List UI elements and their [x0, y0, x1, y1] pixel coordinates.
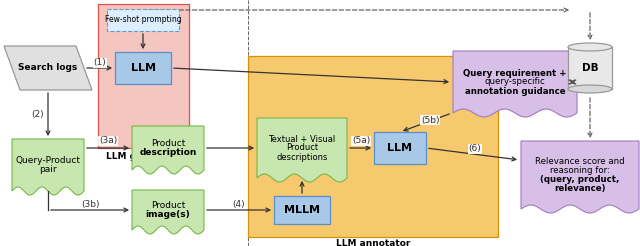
Polygon shape [132, 190, 204, 234]
Text: description: description [140, 148, 196, 157]
Polygon shape [12, 139, 84, 195]
FancyBboxPatch shape [98, 4, 189, 148]
Text: LLM: LLM [387, 143, 413, 153]
Text: Relevance score and: Relevance score and [535, 157, 625, 166]
Text: query-specific: query-specific [484, 77, 545, 87]
Text: Search logs: Search logs [19, 63, 77, 73]
Text: (3a): (3a) [99, 137, 117, 145]
Text: (query, product,: (query, product, [540, 175, 620, 184]
Text: pair: pair [39, 165, 57, 174]
FancyBboxPatch shape [374, 132, 426, 164]
FancyBboxPatch shape [248, 56, 498, 237]
Polygon shape [453, 51, 577, 117]
Text: MLLM: MLLM [284, 205, 320, 215]
Text: DB: DB [582, 63, 598, 73]
Text: (3b): (3b) [81, 200, 99, 209]
FancyBboxPatch shape [568, 47, 612, 89]
Text: Query requirement +: Query requirement + [463, 68, 566, 77]
Text: Product: Product [151, 139, 185, 148]
Text: Query-Product: Query-Product [15, 156, 81, 165]
FancyBboxPatch shape [107, 9, 179, 31]
Text: (5a): (5a) [352, 137, 370, 145]
Ellipse shape [568, 85, 612, 93]
FancyBboxPatch shape [115, 52, 171, 84]
Polygon shape [4, 46, 92, 90]
Text: Few-shot prompting: Few-shot prompting [105, 15, 181, 25]
Polygon shape [521, 141, 639, 213]
Text: Product: Product [286, 143, 318, 153]
FancyBboxPatch shape [274, 196, 330, 224]
Text: (5b): (5b) [420, 116, 439, 124]
Text: Textual + Visual: Textual + Visual [268, 135, 335, 143]
Text: Product: Product [151, 201, 185, 210]
Polygon shape [132, 126, 204, 174]
Text: (1): (1) [93, 59, 106, 67]
Text: LLM: LLM [131, 63, 156, 73]
Text: image(s): image(s) [146, 210, 190, 219]
Text: LLM generator: LLM generator [106, 152, 180, 161]
Text: relevance): relevance) [554, 184, 605, 193]
Text: (4): (4) [233, 200, 245, 209]
Text: (2): (2) [32, 110, 44, 120]
Text: descriptions: descriptions [276, 153, 328, 162]
Ellipse shape [568, 43, 612, 51]
Text: (6): (6) [468, 144, 481, 154]
Text: reasoning for:: reasoning for: [550, 166, 610, 175]
Polygon shape [257, 118, 347, 182]
Text: annotation guidance: annotation guidance [465, 87, 565, 95]
Text: LLM annotator: LLM annotator [336, 239, 410, 246]
